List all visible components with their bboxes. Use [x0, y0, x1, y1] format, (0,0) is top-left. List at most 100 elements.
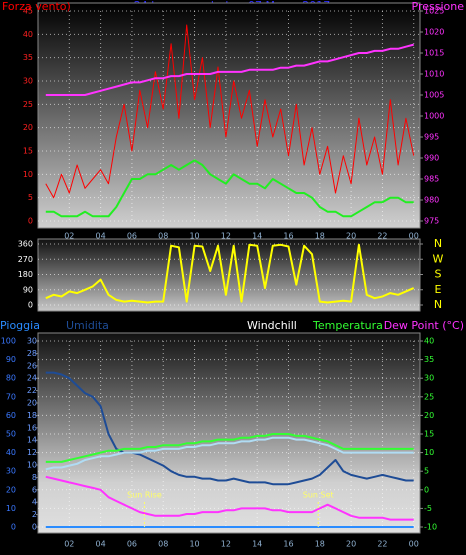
- x-tick-label: 04: [96, 232, 106, 241]
- y-tick-label: 25: [23, 100, 33, 109]
- annotation-label: Sun Rise: [127, 491, 162, 500]
- x-tick-label: 06: [127, 232, 137, 241]
- x-tick-label: 22: [377, 232, 387, 241]
- series-line: [45, 371, 414, 486]
- y2-tick-label: W: [433, 252, 444, 265]
- x-tick-label: 06: [127, 540, 137, 549]
- x-tick-label: 12: [221, 232, 231, 241]
- series-line: [45, 43, 414, 96]
- series-line: [45, 159, 414, 218]
- y2-tick-label: 990: [424, 154, 439, 163]
- x-tick-label: 10: [189, 540, 199, 549]
- y3-tick-label: 8: [32, 473, 37, 482]
- y-tick-label: 45: [23, 7, 33, 16]
- y2-tick-label: 40: [424, 337, 434, 346]
- y2-tick-label: 0: [424, 485, 429, 494]
- series-line: [45, 433, 414, 463]
- y3-tick-label: 28: [27, 349, 37, 358]
- plot-area: [37, 332, 421, 534]
- y2-tick-label: 1015: [424, 49, 444, 58]
- y-tick-label: 30: [6, 467, 16, 476]
- x-tick-label: 08: [158, 540, 168, 549]
- y3-tick-label: 20: [27, 399, 37, 408]
- y2-tick-label: N: [434, 298, 442, 311]
- y-tick-label: 20: [6, 485, 16, 494]
- y2-tick-label: N: [434, 237, 442, 250]
- x-tick-label: 00: [409, 232, 419, 241]
- y-tick-label: 0: [28, 217, 33, 226]
- series-line: [45, 436, 414, 471]
- y-tick-label: 40: [6, 448, 16, 457]
- x-tick-label: 02: [64, 232, 74, 241]
- y2-tick-label: 1010: [424, 70, 444, 79]
- y3-tick-label: 6: [32, 485, 37, 494]
- y-tick-label: 5: [28, 193, 33, 202]
- x-tick-label: 00: [409, 540, 419, 549]
- x-tick-label: 18: [315, 232, 325, 241]
- y2-tick-label: 20: [424, 411, 434, 420]
- y-tick-label: 15: [23, 147, 33, 156]
- y3-tick-label: 22: [27, 386, 37, 395]
- x-tick-label: 14: [252, 540, 262, 549]
- y2-tick-label: 5: [424, 467, 429, 476]
- y-tick-label: 180: [18, 270, 33, 279]
- legend-label: Umidita: [66, 319, 109, 332]
- series-line: [45, 24, 415, 199]
- y-tick-label: 80: [6, 374, 16, 383]
- y2-tick-label: 10: [424, 448, 434, 457]
- y-tick-label: 0: [11, 523, 16, 532]
- y3-tick-label: 26: [27, 361, 37, 370]
- legend-label: Pressione: [412, 0, 465, 13]
- y2-tick-label: 980: [424, 196, 439, 205]
- y2-tick-label: 15: [424, 430, 434, 439]
- y2-tick-label: S: [435, 268, 442, 281]
- y3-tick-label: 2: [32, 510, 37, 519]
- y-tick-label: 30: [23, 77, 33, 86]
- y2-tick-label: 1000: [424, 112, 444, 121]
- y-tick-label: 10: [23, 170, 33, 179]
- y-tick-label: 360: [18, 240, 33, 249]
- x-tick-label: 16: [283, 540, 293, 549]
- y2-tick-label: -10: [424, 523, 437, 532]
- y2-tick-label: 35: [424, 355, 434, 364]
- y-tick-label: 20: [23, 123, 33, 132]
- x-tick-label: 20: [346, 232, 356, 241]
- y-tick-label: 70: [6, 392, 16, 401]
- legend-label: Dew Point (°C): [384, 319, 464, 332]
- x-tick-label: 02: [64, 540, 74, 549]
- series-line: [45, 475, 414, 521]
- x-tick-label: 10: [189, 232, 199, 241]
- x-tick-label: 12: [221, 540, 231, 549]
- y3-tick-label: 12: [27, 448, 37, 457]
- series-line: [45, 243, 415, 304]
- y-tick-label: 100: [1, 337, 16, 346]
- y2-tick-label: 975: [424, 217, 439, 226]
- y2-tick-label: 995: [424, 133, 439, 142]
- y-tick-label: 90: [23, 285, 33, 294]
- x-tick-label: 04: [96, 540, 106, 549]
- y3-tick-label: 18: [27, 411, 37, 420]
- legend-label: Windchill: [247, 319, 297, 332]
- y2-tick-label: 1020: [424, 28, 444, 37]
- y-tick-label: 35: [23, 53, 33, 62]
- y-tick-label: 40: [23, 30, 33, 39]
- y3-tick-label: 16: [27, 423, 37, 432]
- y-tick-label: 50: [6, 430, 16, 439]
- y3-tick-label: 10: [27, 461, 37, 470]
- y3-tick-label: 14: [27, 436, 37, 445]
- y3-tick-label: 4: [32, 498, 37, 507]
- x-tick-label: 22: [377, 540, 387, 549]
- y-tick-label: 0: [28, 301, 33, 310]
- y-tick-label: 10: [6, 504, 16, 513]
- y2-tick-label: 1005: [424, 91, 444, 100]
- y2-tick-label: 25: [424, 392, 434, 401]
- y-tick-label: 270: [18, 255, 33, 264]
- x-tick-label: 14: [252, 232, 262, 241]
- y2-tick-label: 985: [424, 175, 439, 184]
- legend-label: Forza vento): [2, 0, 71, 13]
- y2-tick-label: 1025: [424, 7, 444, 16]
- y2-tick-label: E: [435, 283, 442, 296]
- legend-label: Temperatura: [312, 319, 383, 332]
- y2-tick-label: -5: [424, 504, 432, 513]
